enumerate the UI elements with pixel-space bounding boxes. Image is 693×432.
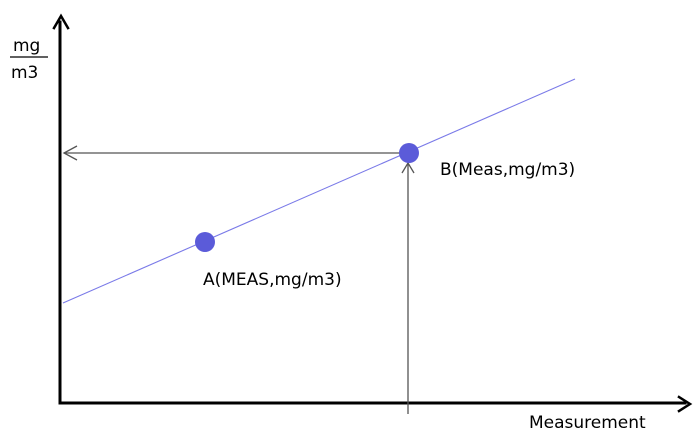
y-axis-unit: mg m3 bbox=[10, 36, 48, 83]
x-axis bbox=[58, 395, 693, 413]
horizontal-guide-arrowhead bbox=[62, 145, 78, 161]
horizontal-guide-arrow bbox=[62, 145, 400, 161]
x-axis-arrowhead bbox=[677, 395, 693, 413]
y-unit-denominator: m3 bbox=[11, 63, 38, 83]
y-axis bbox=[52, 13, 70, 405]
y-unit-numerator: mg bbox=[13, 36, 40, 56]
y-axis-arrowhead bbox=[52, 13, 70, 30]
point-a-label: A(MEAS,mg/m3) bbox=[203, 270, 342, 290]
point-a bbox=[195, 232, 215, 252]
x-axis-label: Measurement bbox=[529, 413, 646, 432]
vertical-guide-arrowhead bbox=[401, 161, 415, 174]
calibration-line bbox=[62, 78, 576, 304]
point-b bbox=[399, 143, 419, 163]
point-b-label: B(Meas,mg/m3) bbox=[440, 160, 575, 180]
vertical-guide-arrow bbox=[401, 161, 415, 414]
